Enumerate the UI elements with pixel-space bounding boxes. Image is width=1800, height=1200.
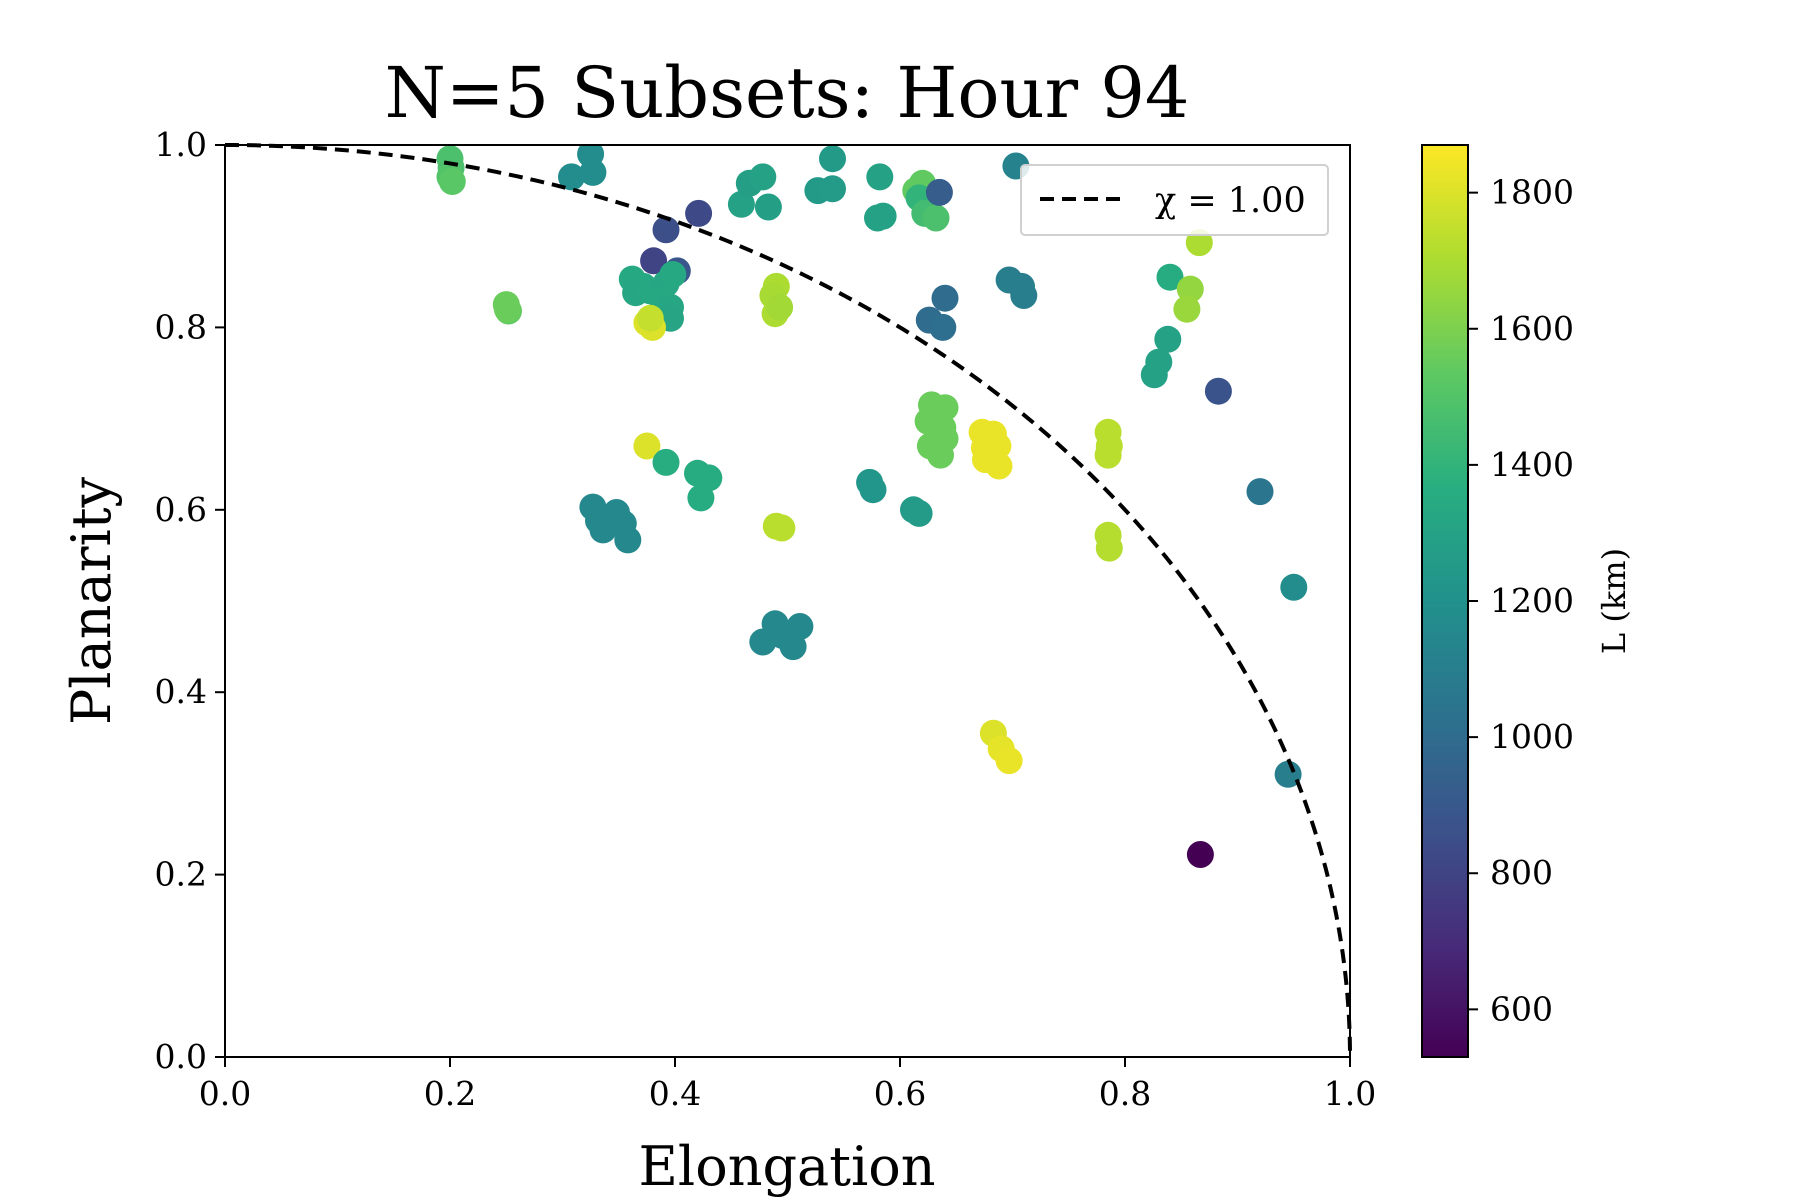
colorbar-tick-label-3: 1200	[1490, 581, 1574, 620]
x-tick-label-5: 1.0	[1324, 1074, 1376, 1113]
scatter-point-50	[929, 313, 957, 341]
scatter-point-32	[819, 145, 846, 173]
scatter-point-98	[1280, 573, 1308, 601]
scatter-point-19	[659, 261, 687, 288]
scatter-point-107	[1274, 760, 1302, 788]
scatter-point-12	[640, 247, 668, 275]
x-tick-label-3: 0.6	[874, 1074, 926, 1113]
x-tick-label-2: 0.4	[649, 1074, 701, 1113]
reference-curve-chi	[224, 143, 1352, 1058]
scatter-point-3	[438, 168, 466, 195]
scatter-point-11	[685, 199, 713, 227]
scatter-point-84	[859, 476, 887, 504]
y-axis-ticks: 0.0 0.2 0.4 0.6 0.8 1.0	[155, 125, 225, 1076]
colorbar-tick-label-6: 1800	[1490, 173, 1574, 212]
y-tick-label-3: 0.6	[155, 490, 207, 529]
scatter-point-94	[768, 514, 796, 542]
y-tick-label-2: 0.4	[155, 672, 207, 711]
scatter-point-57	[1173, 295, 1201, 323]
scatter-point-82	[687, 484, 715, 512]
scatter-point-68	[927, 441, 954, 469]
colorbar-tick-label-2: 1000	[1490, 717, 1574, 756]
x-tick-label-0: 0.0	[199, 1074, 251, 1113]
scatter-point-92	[614, 526, 642, 554]
scatter-point-58	[1154, 325, 1182, 353]
plot-frame	[224, 144, 1351, 1058]
scatter-point-78	[633, 432, 661, 460]
scatter-point-30	[754, 193, 782, 221]
colorbar-ticks: 600 800 1000 1200 1400 1600 1800	[1468, 173, 1574, 1028]
scatter-point-108	[1186, 841, 1214, 868]
scatter-point-60	[1140, 361, 1168, 389]
x-axis-ticks: 0.0 0.2 0.4 0.6 0.8 1.0	[199, 1057, 1376, 1113]
scatter-point-97	[1246, 478, 1274, 506]
chart-title: N=5 Subsets: Hour 94	[385, 52, 1190, 134]
y-tick-label-5: 1.0	[155, 125, 207, 164]
colorbar-tick-label-4: 1400	[1490, 445, 1574, 484]
y-tick-label-4: 0.8	[155, 307, 207, 346]
scatter-point-103	[786, 613, 814, 640]
y-tick-label-0: 0.0	[155, 1037, 207, 1076]
x-tick-label-4: 0.8	[1099, 1074, 1151, 1113]
scatter-point-6	[493, 295, 521, 323]
plot-marks	[436, 145, 1308, 868]
colorbar-tick-label-5: 1600	[1490, 309, 1574, 348]
scatter-point-74	[985, 452, 1013, 480]
x-tick-label-1: 0.2	[424, 1074, 476, 1113]
colorbar: 600 800 1000 1200 1400 1600 1800 L (km)	[1421, 144, 1633, 1058]
scatter-point-55	[1156, 263, 1184, 291]
scatter-point-9	[579, 158, 607, 186]
scatter-point-47	[766, 293, 794, 321]
scatter-point-7	[558, 163, 585, 191]
scatter-point-53	[1010, 282, 1038, 309]
scatter-point-106	[995, 747, 1023, 775]
legend-box	[1020, 164, 1329, 236]
y-axis-label: Planarity	[60, 476, 123, 725]
scatter-point-86	[905, 499, 933, 527]
scatter-point-26	[636, 304, 664, 332]
x-axis-label: Elongation	[639, 1135, 936, 1198]
scatter-point-29	[749, 163, 777, 191]
scatter-point-96	[1095, 534, 1123, 562]
scatter-point-27	[727, 190, 755, 218]
legend-entry-label: χ = 1.00	[1155, 181, 1306, 221]
colorbar-label: L (km)	[1595, 548, 1633, 654]
scatter-point-41	[922, 204, 950, 232]
legend: χ = 1.00	[1020, 164, 1329, 236]
colorbar-tick-label-1: 800	[1490, 853, 1553, 892]
scatter-point-48	[931, 284, 959, 312]
y-tick-label-1: 0.2	[155, 855, 207, 894]
colorbar-gradient	[1421, 144, 1469, 1058]
scatter-point-10	[652, 216, 680, 244]
scatter-point-77	[1094, 441, 1122, 469]
scatter-point-36	[864, 204, 891, 232]
scatter-point-56	[1176, 275, 1204, 303]
scatter-point-61	[1204, 377, 1232, 405]
reference-curve-layer	[224, 143, 1352, 1058]
scatter-point-79	[652, 448, 680, 476]
scatter-point-42	[925, 178, 953, 206]
scatter-point-33	[819, 175, 846, 203]
colorbar-tick-label-0: 600	[1490, 989, 1553, 1028]
scatter-point-34	[866, 163, 894, 191]
